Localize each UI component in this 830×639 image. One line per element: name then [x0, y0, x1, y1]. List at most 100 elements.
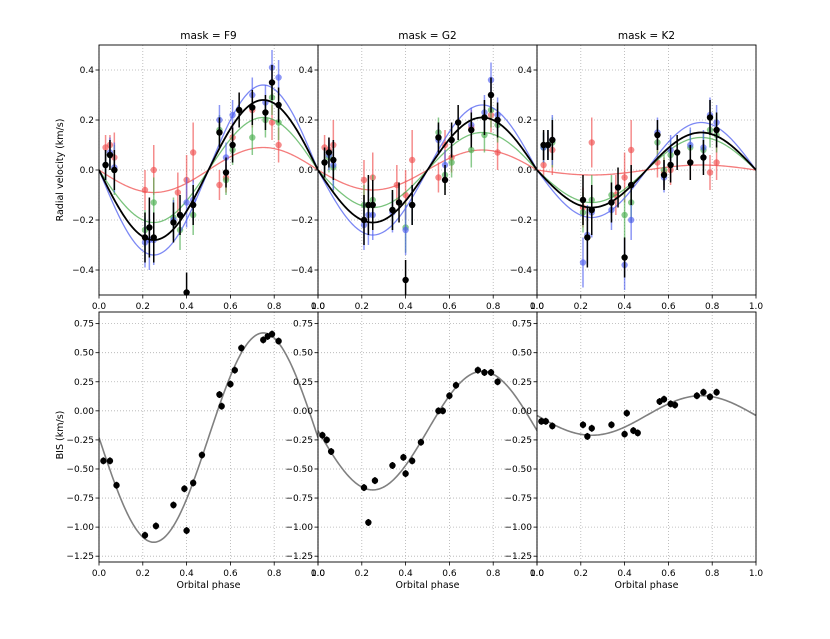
data-point-BIS	[588, 425, 595, 432]
y-tick-label: −0.4	[510, 266, 532, 276]
y-tick-label: 0.4	[80, 66, 95, 76]
data-point-black	[621, 254, 628, 261]
data-point-BIS	[621, 430, 628, 438]
data-point-black	[235, 106, 243, 114]
panel-3: 0.0 0.2 0.4 0.6 0.8 1.0 −0.4 −0.2 0.0 0.2 0.4 mask …	[510, 30, 763, 312]
data-point-BIS	[360, 484, 368, 491]
data-point-blue	[275, 74, 282, 81]
data-point-BIS	[183, 527, 190, 534]
data-point-black	[584, 234, 591, 241]
data-point-black	[365, 201, 372, 209]
axes-frame	[536, 311, 757, 563]
data-point-black	[249, 104, 256, 111]
x-tick-label: 0.6	[661, 302, 676, 312]
data-point-green	[468, 146, 475, 154]
data-point-BIS	[365, 519, 372, 526]
data-point-BIS	[323, 436, 330, 444]
x-tick-label: 0.6	[442, 569, 457, 579]
data-point-BIS	[106, 457, 114, 465]
data-point-BIS	[216, 391, 223, 398]
y-tick-label: −1.25	[285, 552, 313, 562]
data-point-red	[713, 159, 720, 166]
data-point-black	[687, 159, 694, 166]
data-point-black	[468, 126, 475, 134]
data-point-black	[706, 114, 714, 121]
data-point-black	[713, 126, 720, 134]
data-point-BIS	[275, 337, 282, 345]
data-point-black	[325, 149, 333, 156]
x-tick-label: 0.8	[486, 569, 501, 579]
axes-frame	[536, 44, 757, 296]
data-point-BIS	[218, 402, 225, 410]
panel-6: 0.0 0.2 0.4 0.6 0.8 1.0 −1.25 −1.00 −0.75 −0.50 −0…	[504, 311, 764, 591]
data-point-BIS	[113, 482, 120, 489]
x-tick-label: 0.8	[705, 569, 720, 579]
data-point-BIS	[268, 330, 276, 338]
y-tick-label: −0.75	[504, 494, 532, 504]
data-point-BIS	[417, 439, 425, 446]
x-tick-label: 1.0	[749, 302, 764, 312]
data-point-BIS	[474, 366, 482, 374]
data-point-BIS	[439, 407, 447, 415]
x-tick-label: 0.6	[442, 302, 457, 312]
x-tick-label: 1.0	[530, 302, 545, 312]
y-tick-label: 0.50	[293, 349, 313, 359]
y-tick-label: 0.00	[74, 407, 94, 417]
x-axis-label: Orbital phase	[615, 580, 679, 591]
panel-title: mask = G2	[398, 30, 457, 42]
y-tick-label: 0.50	[512, 349, 532, 359]
data-point-BIS	[100, 457, 107, 465]
data-point-red	[141, 186, 149, 194]
y-tick-label: −0.50	[285, 465, 313, 475]
y-tick-label: 0.75	[74, 320, 94, 330]
data-point-black	[588, 206, 595, 214]
y-axis-label-top: Radial velocity (km/s)	[55, 119, 66, 222]
data-point-BIS	[371, 477, 379, 484]
data-point-black	[275, 101, 282, 109]
data-point-black	[146, 224, 153, 231]
x-tick-label: 1.0	[749, 569, 764, 579]
x-tick-label: 1.0	[311, 569, 326, 579]
data-point-blue	[402, 226, 409, 234]
data-point-black	[408, 201, 416, 209]
x-tick-label: 0.0	[311, 569, 326, 579]
panel-title: mask = F9	[180, 30, 236, 42]
data-point-black	[111, 166, 118, 174]
data-point-red	[174, 189, 182, 196]
panel-5: 0.0 0.2 0.4 0.6 0.8 1.0 −1.25 −1.00 −0.75 −0.50 −0…	[285, 311, 544, 591]
data-point-BIS	[408, 457, 416, 465]
y-tick-label: −1.00	[504, 523, 532, 533]
data-point-black	[389, 206, 396, 214]
fit-curve-black	[318, 116, 537, 224]
fit-curve	[537, 394, 756, 437]
x-tick-label: 0.0	[92, 569, 107, 579]
data-point-red	[621, 174, 628, 181]
data-point-red	[627, 146, 635, 154]
data-point-BIS	[141, 532, 149, 539]
data-point-blue	[183, 199, 190, 206]
y-tick-label: −1.00	[285, 523, 313, 533]
x-tick-label: 0.4	[398, 569, 413, 579]
y-tick-label: 0.75	[512, 320, 532, 330]
y-tick-label: 0.2	[518, 116, 532, 126]
y-tick-label: −0.4	[72, 266, 94, 276]
data-point-red	[408, 156, 416, 164]
data-point-BIS	[389, 462, 396, 469]
data-point-black	[448, 136, 455, 144]
x-tick-label: 0.2	[355, 302, 369, 312]
x-tick-label: 0.6	[223, 302, 238, 312]
data-point-black	[229, 141, 236, 149]
panel-1: 0.0 0.2 0.4 0.6 0.8 1.0 −0.4 −0.2 0.0 0.2 0.4 mask …	[72, 30, 325, 312]
data-point-black	[494, 116, 501, 124]
y-tick-label: −0.75	[66, 494, 94, 504]
data-point-black	[189, 201, 197, 209]
data-point-blue	[627, 216, 635, 224]
data-point-BIS	[700, 389, 707, 396]
data-point-black	[141, 234, 149, 241]
data-point-black	[667, 161, 674, 169]
data-point-BIS	[487, 369, 495, 376]
data-point-red	[435, 174, 442, 181]
data-point-BIS	[584, 433, 591, 440]
x-tick-label: 0.8	[486, 302, 501, 312]
